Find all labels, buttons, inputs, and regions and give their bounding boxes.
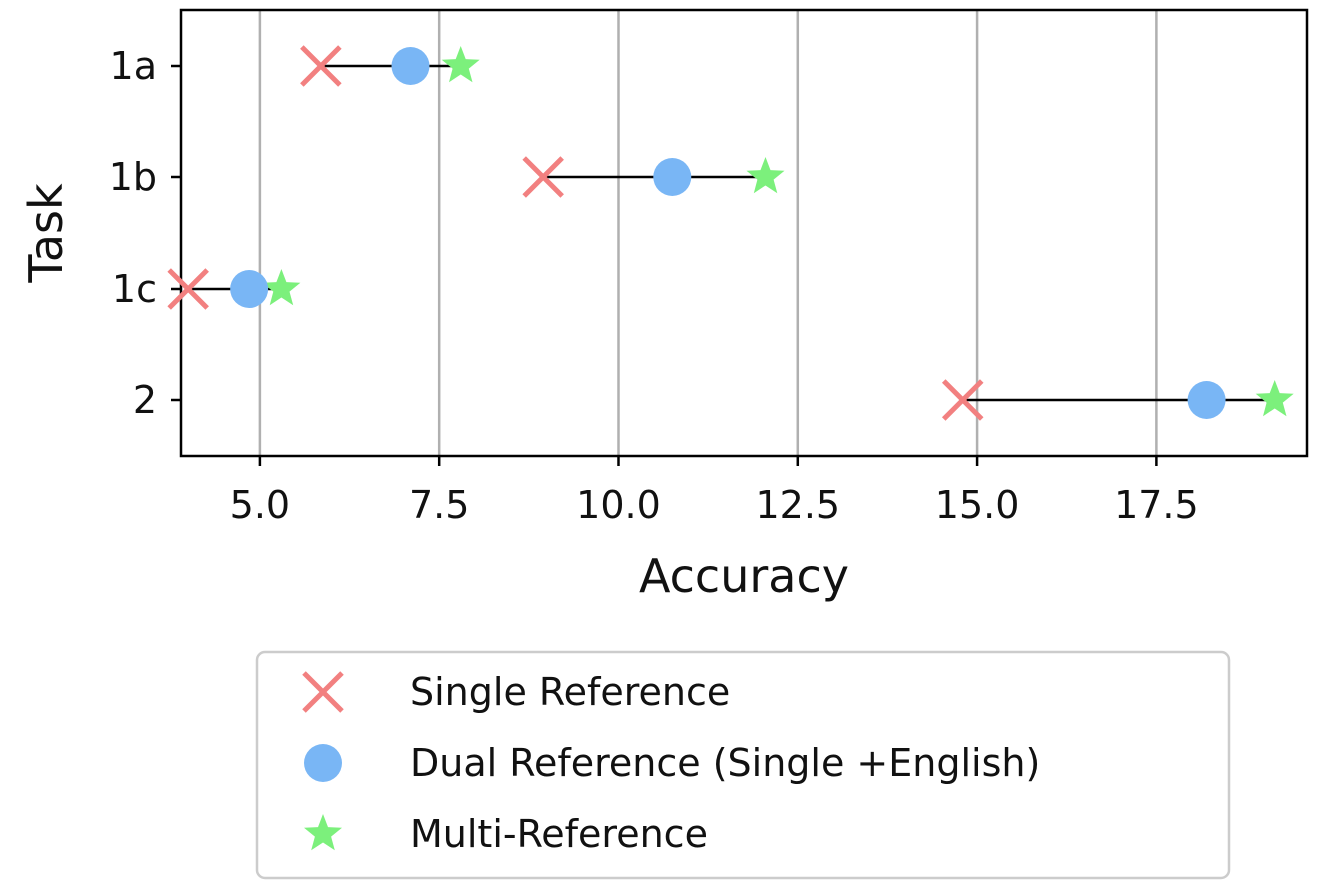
point-multi-reference-1b [746,157,785,194]
x-tick-label: 12.5 [755,483,840,527]
y-axis-ticks: 1a 1b 1c 2 [109,44,181,422]
x-tick-label: 7.5 [409,483,469,527]
y-tick-label: 1a [110,44,157,88]
legend-marker-dual-reference-single-english [304,744,342,782]
y-tick-label: 2 [133,378,157,422]
legend: Single Reference Dual Reference (Single +… [255,650,1231,880]
point-single-reference-1c [167,268,209,310]
point-single-reference-2 [941,379,984,421]
point-dual-reference-single-english-2 [1187,381,1226,419]
legend-label-dual-reference-single-english: Dual Reference (Single +English) [410,741,1040,785]
x-tick-label: 5.0 [230,483,290,527]
plot-frame [179,8,1309,458]
legend-box [255,650,1231,880]
x-axis-ticks: 5.0 7.5 10.0 12.5 15.0 17.5 [230,456,1199,527]
legend-marker-multi-reference [304,814,342,851]
point-single-reference-1b [522,156,564,198]
point-multi-reference-1a [441,46,480,83]
legend-label-multi-reference: Multi-Reference [410,812,708,856]
y-tick-label: 1c [112,267,157,311]
data-markers [167,45,1294,421]
x-tick-label: 17.5 [1114,483,1199,527]
x-axis-title: Accuracy [639,549,849,603]
y-axis-title: Task [19,183,73,284]
point-multi-reference-1c [262,269,301,306]
point-dual-reference-single-english-1c [230,270,269,308]
x-tick-label: 15.0 [935,483,1020,527]
point-multi-reference-2 [1255,380,1294,417]
point-single-reference-1a [300,45,342,87]
improvement-arrows [188,61,1277,405]
gridlines [258,10,1158,456]
legend-marker-single-reference [302,671,344,713]
x-tick-label: 10.0 [576,483,661,527]
point-dual-reference-single-english-1b [653,158,692,196]
y-tick-label: 1b [109,155,157,199]
legend-label-single-reference: Single Reference [410,670,730,714]
point-dual-reference-single-english-1a [391,47,430,85]
